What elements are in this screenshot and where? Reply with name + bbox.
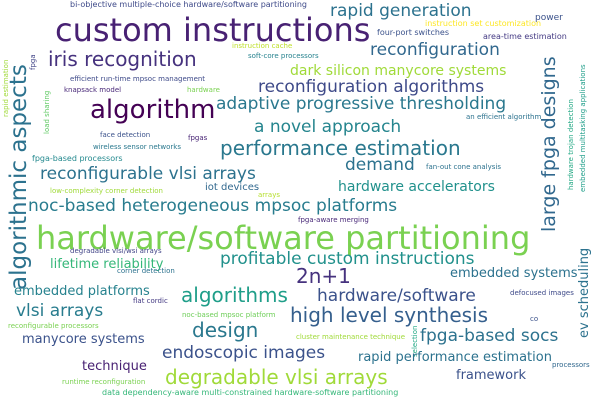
word-reconfiguration: reconfiguration <box>370 40 500 60</box>
word-algorithm: algorithm <box>90 95 216 125</box>
word-embedded-systems: embedded systems <box>450 266 578 281</box>
word-embedded-platforms: embedded platforms <box>14 284 150 299</box>
word-flat-cordic: flat cordic <box>133 297 168 305</box>
word-an-efficient-algorithm: an efficient algorithm <box>466 113 542 121</box>
word-reconfiguration-algorithms: reconfiguration algorithms <box>258 77 485 97</box>
word-low-complexity-corner-detection: low-complexity corner detection <box>50 187 163 195</box>
word-adaptive-progressive-thresholding: adaptive progressive thresholding <box>216 94 507 114</box>
word-rapid-performance-estimation: rapid performance estimation <box>358 350 552 365</box>
word-hardware-trojan-detection: hardware trojan detection <box>567 99 575 190</box>
word-cluster-maintenance-technique: cluster maintenance technique <box>296 333 406 341</box>
word-fpga: fpga <box>29 54 37 70</box>
word-hardware-software-partitioning: hardware/software partitioning <box>36 219 531 257</box>
word-custom-instructions: custom instructions <box>55 11 371 49</box>
word-large-fpga-designs: large fpga designs <box>538 56 560 232</box>
word-four-port-switches: four-port switches <box>377 28 450 37</box>
word-noc-based-mpsoc-platform: noc-based mpsoc platform <box>182 311 276 319</box>
word-high-level-synthesis: high level synthesis <box>290 303 489 327</box>
word-defocused-images: defocused images <box>510 289 574 297</box>
word-data-dependency-aware-partitioning: data dependency-aware multi-constrained … <box>102 388 399 397</box>
word-processors: processors <box>552 361 590 369</box>
word-arrays: arrays <box>258 191 281 199</box>
word-instruction-cache: instruction cache <box>232 42 293 50</box>
word-face-detection: face detection <box>100 131 151 139</box>
word-rapid-estimation: rapid estimation <box>2 59 10 117</box>
word-dark-silicon-manycore: dark silicon manycore systems <box>290 63 507 79</box>
word-corner-detection: corner detection <box>117 267 175 275</box>
word-performance-estimation: performance estimation <box>220 136 461 160</box>
word-degradable-vlsi-wsi-arrays: degradable vlsi/wsi arrays <box>70 247 162 255</box>
word-lifetime-reliability: lifetime reliability <box>50 257 164 272</box>
word-fpga-aware-merging: fpga-aware merging <box>298 216 369 224</box>
word-manycore-systems: manycore systems <box>22 332 145 347</box>
word-co: co <box>530 315 539 323</box>
word-vlsi-arrays: vlsi arrays <box>16 301 104 321</box>
word-fpga-based-socs: fpga-based socs <box>420 326 559 346</box>
word-degradable-vlsi-arrays: degradable vlsi arrays <box>165 365 388 389</box>
word-bi-objective-partitioning: bi-objective multiple-choice hardware/so… <box>70 0 308 9</box>
word-fpga-based-processors: fpga-based processors <box>32 154 123 163</box>
word-algorithms: algorithms <box>181 283 288 307</box>
word-runtime-reconfiguration: runtime reconfiguration <box>62 378 146 386</box>
word-demand: demand <box>345 155 415 175</box>
word-reconfigurable-vlsi-arrays: reconfigurable vlsi arrays <box>40 164 256 184</box>
word-design: design <box>192 318 259 342</box>
word-endoscopic-images: endoscopic images <box>162 343 326 363</box>
word-reconfigurable-processors: reconfigurable processors <box>8 322 99 330</box>
word-power: power <box>535 13 563 23</box>
word-embedded-multitasking-apps: embedded multitasking applications <box>579 64 587 192</box>
word-wireless-sensor-networks: wireless sensor networks <box>93 143 181 151</box>
word-noc-based-mpsoc-platforms: noc-based heterogeneous mpsoc platforms <box>28 196 398 216</box>
word-iris-recognition: iris recognition <box>48 47 197 71</box>
word-hardware-small: hardware <box>187 86 220 94</box>
word-load-sharing: load sharing <box>43 90 51 134</box>
word-iot-devices: iot devices <box>205 182 260 193</box>
word-soft-core-processors: soft-core processors <box>248 52 319 60</box>
word-fpgas: fpgas <box>188 134 208 142</box>
word-framework: framework <box>456 368 527 383</box>
word-technique: technique <box>82 359 147 374</box>
word-algorithmic-aspects: algorithmic aspects <box>6 64 32 290</box>
word-hardware-accelerators: hardware accelerators <box>338 179 495 195</box>
word-fan-out-cone-analysis: fan-out cone analysis <box>426 163 501 171</box>
word-hardware-software: hardware/software <box>317 286 476 306</box>
word-efficient-mpsoc-management: efficient run-time mpsoc management <box>70 75 206 83</box>
word-profitable-custom-instructions: profitable custom instructions <box>220 249 475 269</box>
word-a-novel-approach: a novel approach <box>254 117 402 137</box>
word-knapsack-model: knapsack model <box>64 86 122 94</box>
word-2n-plus-1: 2n+1 <box>296 264 351 288</box>
word-area-time-estimation: area-time estimation <box>483 32 567 41</box>
word-instruction-set-customization: instruction set customization <box>425 19 542 28</box>
word-rapid-generation: rapid generation <box>330 1 472 21</box>
word-ev-scheduling: ev scheduling <box>577 247 592 338</box>
